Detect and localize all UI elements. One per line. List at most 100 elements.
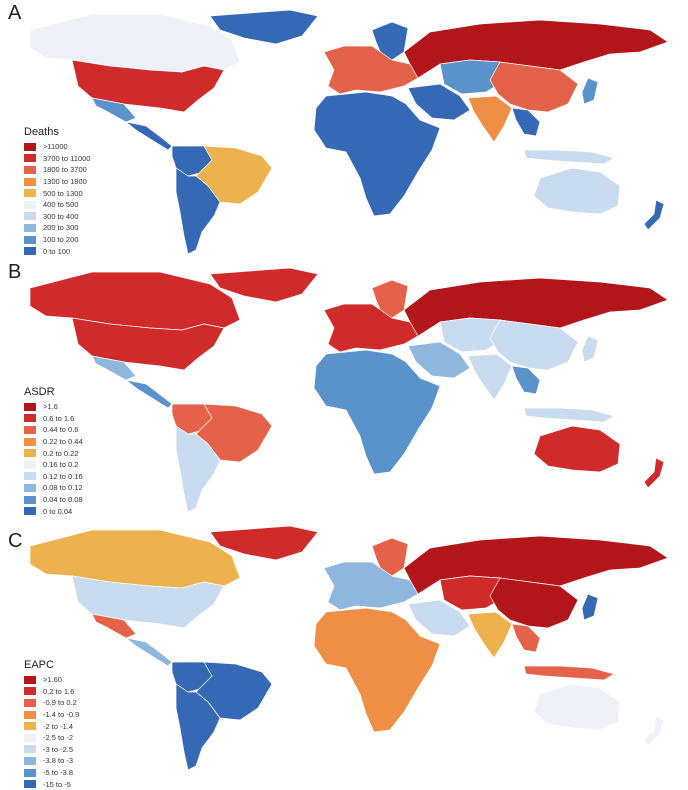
legend-swatch	[24, 235, 36, 244]
legend-label: 200 to 300	[43, 223, 79, 233]
region-china	[489, 61, 579, 113]
legend-swatch	[24, 733, 36, 742]
region-southam	[175, 683, 221, 770]
region-central	[125, 379, 173, 409]
legend-swatch	[24, 710, 36, 719]
legend-title: EAPC	[24, 659, 54, 671]
legend-label: 0.2 to 1.6	[43, 686, 75, 696]
region-scand	[371, 21, 409, 61]
region-greenland	[209, 9, 319, 45]
legend-item: 0.22 to 0.44	[24, 436, 83, 448]
legend-label: 0.22 to 0.44	[43, 437, 83, 447]
legend-swatch	[24, 745, 36, 754]
legend-item: >1.60	[24, 674, 79, 686]
legend-label: 1300 to 1800	[43, 177, 87, 187]
region-africa	[313, 607, 441, 733]
legend-item: 0.44 to 0.6	[24, 424, 83, 436]
legend-swatch	[24, 200, 36, 209]
legend-swatch	[24, 189, 36, 198]
region-mideast	[407, 83, 471, 121]
legend-label: >1.6	[43, 402, 58, 412]
legend-label: -15 to -5	[43, 779, 71, 789]
legend-item: >1.6	[24, 401, 83, 413]
legend-label: 3700 to 11000	[43, 153, 91, 163]
region-europe	[323, 561, 419, 611]
region-india	[467, 353, 513, 401]
legend-swatch	[24, 687, 36, 696]
legend-label: 0.16 to 0.2	[43, 460, 79, 470]
legend-swatch	[24, 483, 36, 492]
legend-label: -2.5 to -2	[43, 733, 74, 743]
panel-b: B ASDR >1.6 0.6 to 1.6 0.44 to 0.6 0.22 to 0…	[0, 258, 688, 516]
panel-letter-b: B	[8, 261, 22, 283]
region-sea	[511, 365, 541, 395]
region-russia	[403, 535, 669, 595]
legend-item: -0.9 to 0.2	[24, 697, 79, 709]
region-southam	[175, 425, 221, 513]
legend-item: 300 to 400	[24, 211, 90, 223]
legend-swatch	[24, 698, 36, 707]
legend-label: 300 to 400	[43, 211, 79, 221]
legend-swatch	[24, 507, 36, 516]
legend-label: -5 to -3.8	[43, 768, 74, 778]
region-indonesia	[523, 665, 615, 681]
legend-item: -2 to -1.4	[24, 720, 79, 732]
legend-c: EAPC >1.60 0.2 to 1.6 -0.9 to 0.2 -1.4 to -0…	[24, 659, 79, 790]
legend-swatch	[24, 177, 36, 186]
region-nz	[643, 715, 665, 747]
panel-letter-c: C	[8, 530, 23, 552]
region-brazil	[195, 403, 273, 463]
region-mideast	[407, 341, 471, 379]
legend-label: 0.08 to 0.12	[43, 483, 83, 493]
legend-item: 0.08 to 0.12	[24, 482, 83, 494]
region-sea	[511, 107, 541, 137]
region-sea	[511, 623, 541, 653]
legend-item: 0.04 to 0.08	[24, 494, 83, 506]
region-japan	[581, 77, 599, 105]
legend-item: 1800 to 3700	[24, 164, 90, 176]
panel-c: C EAPC >1.60 0.2 to 1.6 -0.9 to 0.2 -1.4 to …	[0, 516, 688, 789]
legend-item: -3.8 to -3	[24, 755, 79, 767]
legend-label: 0 to 100	[43, 246, 71, 256]
region-australia	[533, 425, 621, 473]
legend-a: Deaths >11000 3700 to 11000 1800 to 3700 130…	[24, 126, 90, 257]
region-canada	[29, 13, 241, 73]
region-india	[467, 611, 513, 659]
legend-item: 0.12 to 0.16	[24, 471, 83, 483]
region-greenland	[209, 525, 319, 561]
legend-item: 100 to 200	[24, 234, 90, 246]
legend-label: -0.9 to 0.2	[43, 698, 77, 708]
legend-item: 3700 to 11000	[24, 153, 90, 165]
legend-title: ASDR	[24, 386, 55, 398]
region-canada	[29, 271, 241, 331]
legend-label: 0 to 0.04	[43, 506, 73, 516]
legend-label: >11000	[43, 142, 68, 152]
legend-item: 500 to 1300	[24, 187, 90, 199]
legend-item: 400 to 500	[24, 199, 90, 211]
legend-label: 100 to 200	[43, 235, 79, 245]
legend-swatch	[24, 425, 36, 434]
legend-label: -3 to -2.5	[43, 744, 74, 754]
region-nz	[643, 457, 665, 489]
region-russia	[403, 19, 669, 79]
region-indonesia	[523, 149, 615, 165]
legend-label: -2 to -1.4	[43, 721, 74, 731]
region-australia	[533, 167, 621, 215]
region-japan	[581, 335, 599, 363]
legend-swatch	[24, 165, 36, 174]
legend-item: -2.5 to -2	[24, 732, 79, 744]
legend-item: -5 to -3.8	[24, 767, 79, 779]
legend-swatch	[24, 414, 36, 423]
legend-item: -15 to -5	[24, 778, 79, 790]
legend-item: 0.2 to 1.6	[24, 686, 79, 698]
legend-label: 400 to 500	[43, 200, 79, 210]
legend-label: -1.4 to -0.9	[43, 710, 80, 720]
region-canada	[29, 529, 241, 589]
region-southam	[175, 167, 221, 255]
legend-item: 0.6 to 1.6	[24, 413, 83, 425]
legend-label: 0.04 to 0.08	[43, 495, 83, 505]
region-central	[125, 637, 173, 667]
region-brazil	[195, 661, 273, 721]
region-europe	[323, 45, 419, 95]
legend-label: 1800 to 3700	[43, 165, 87, 175]
